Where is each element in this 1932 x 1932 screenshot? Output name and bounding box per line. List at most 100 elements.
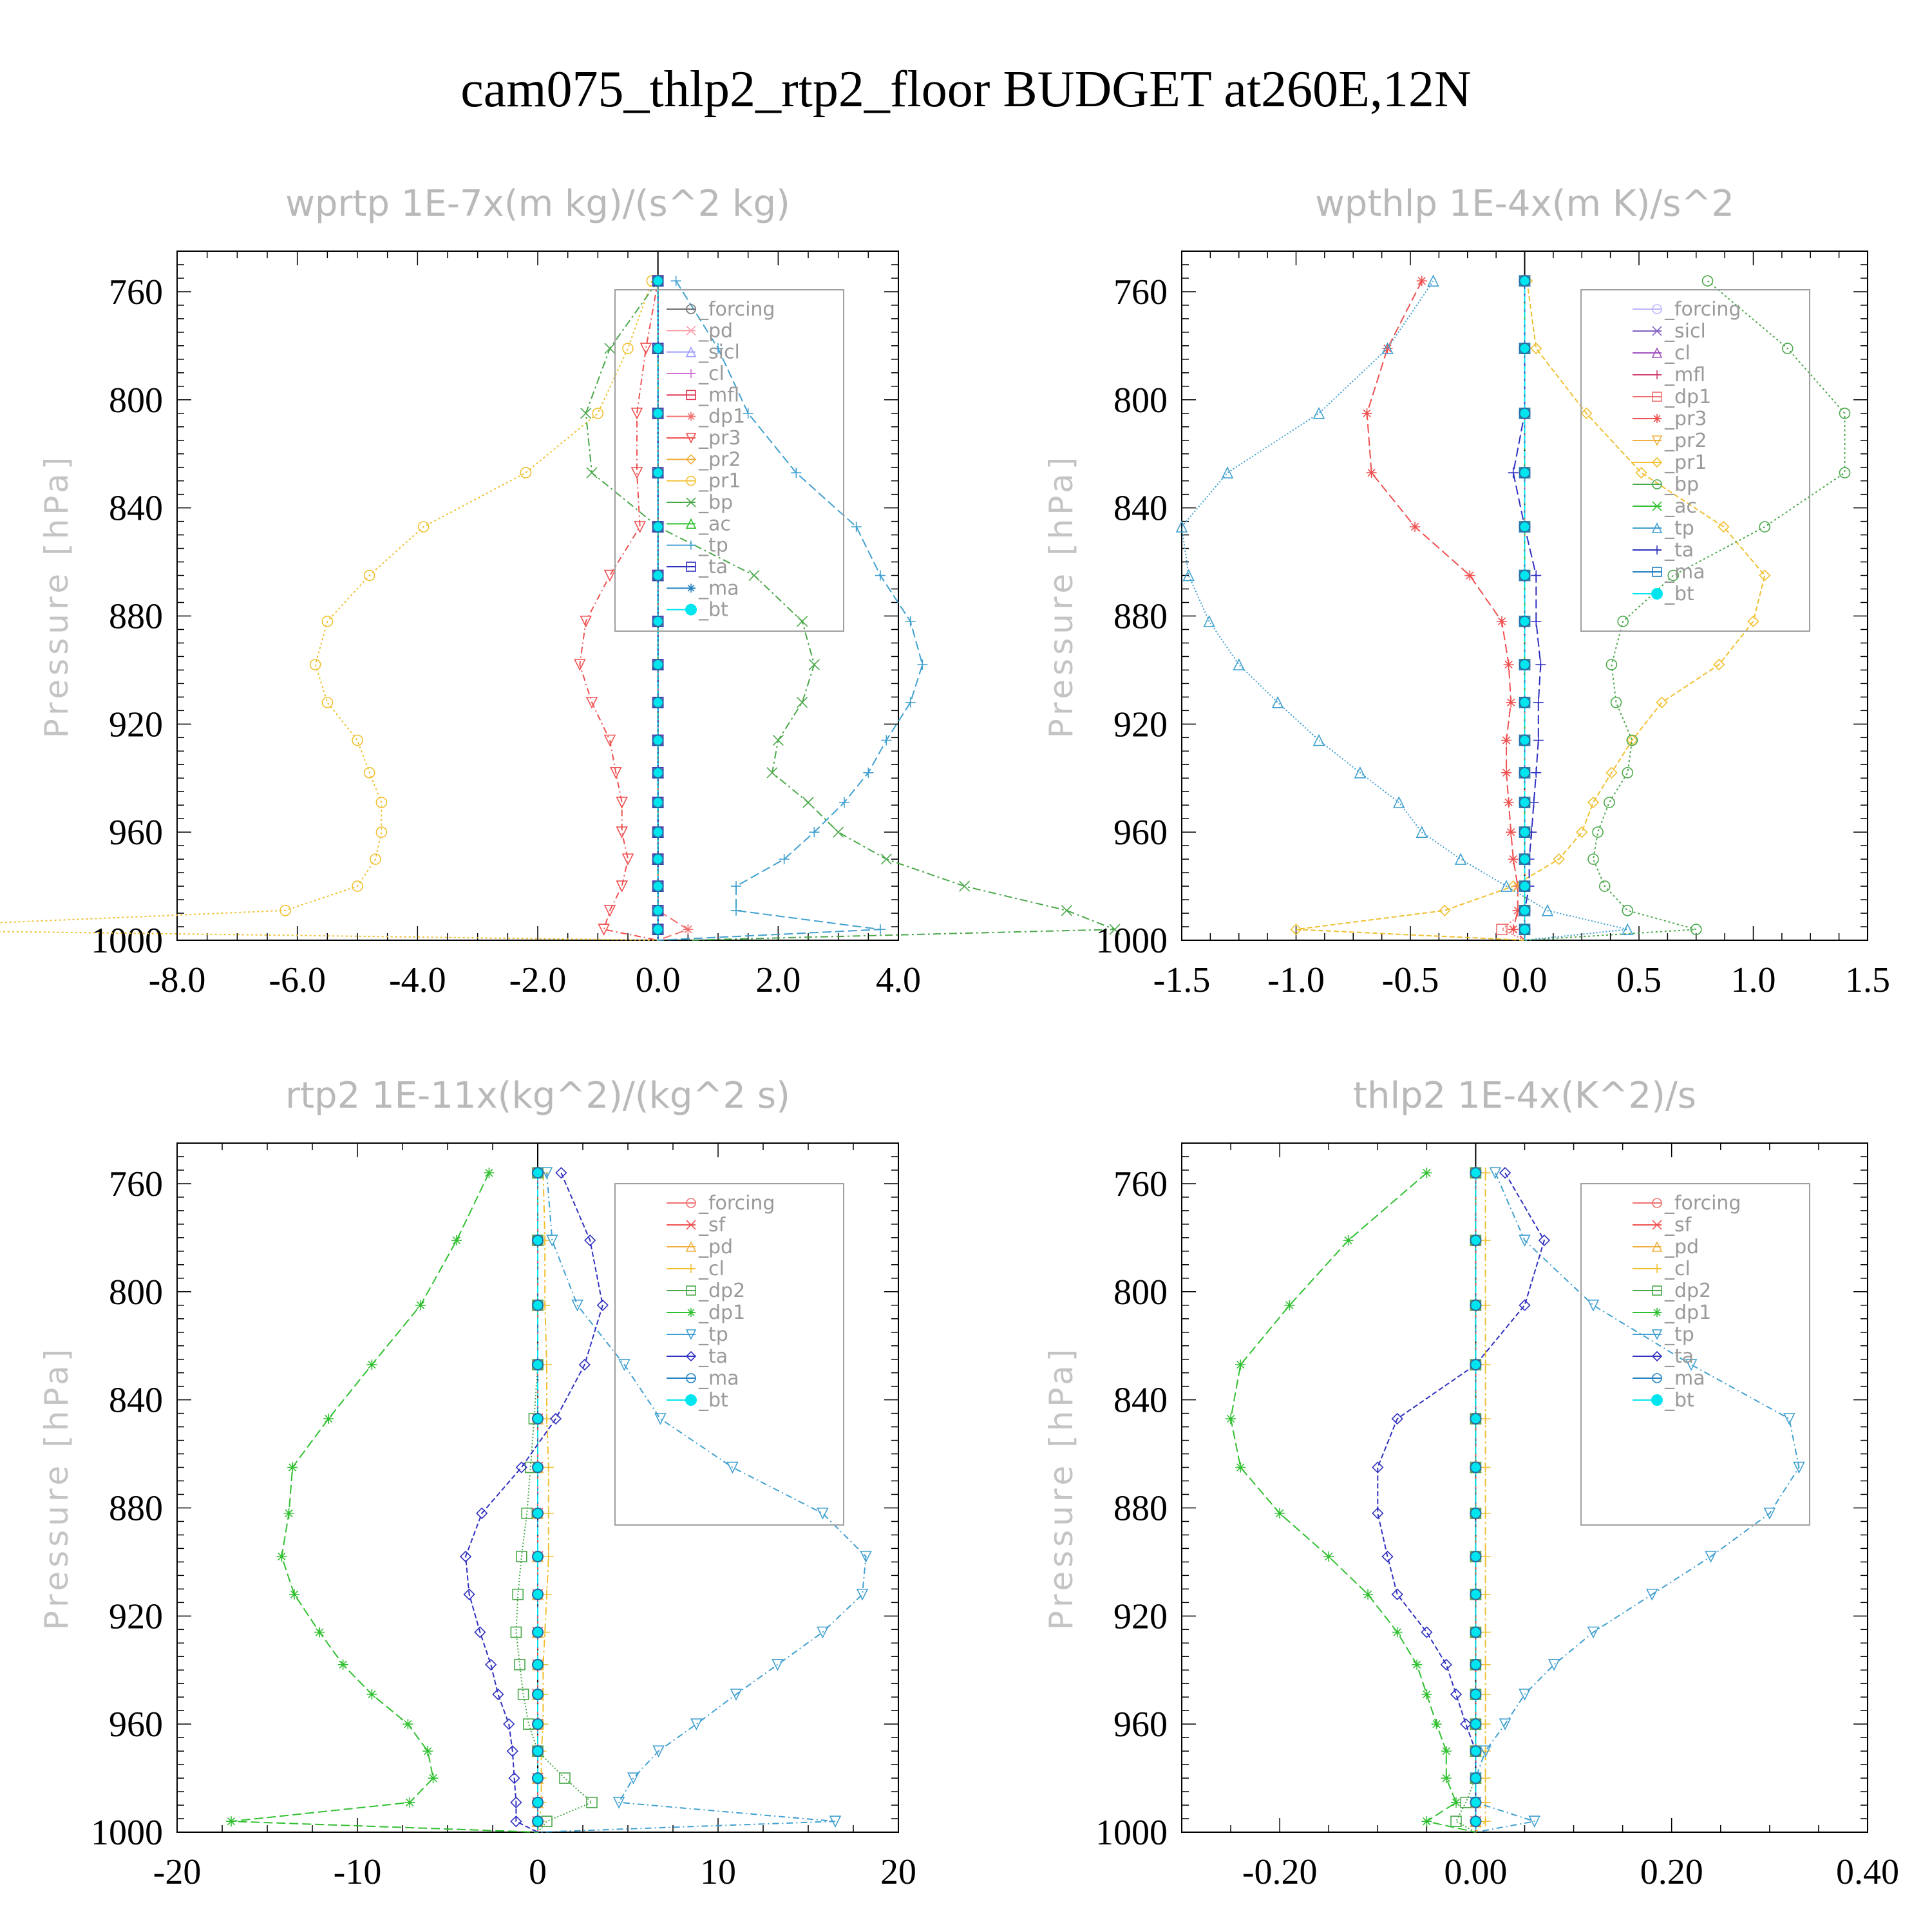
point-marker <box>404 1797 415 1808</box>
legend-label: _ta <box>1664 1345 1694 1368</box>
point-marker <box>687 583 696 593</box>
series-bp <box>580 275 1121 941</box>
legend-item: _forcing <box>1633 298 1741 321</box>
point-marker <box>375 826 388 838</box>
point-marker <box>905 697 916 708</box>
legend-label: _mfl <box>1664 364 1705 386</box>
point-marker <box>1519 569 1531 582</box>
legend-item: _tp <box>1633 517 1694 540</box>
point-marker <box>586 467 598 478</box>
y-tick-label: 800 <box>1113 381 1168 421</box>
point-marker <box>415 1300 426 1311</box>
x-tick-label: -2.0 <box>509 960 567 1000</box>
point-marker <box>366 1689 377 1700</box>
point-marker <box>726 1461 739 1474</box>
point-marker <box>1652 567 1662 577</box>
legend-item: _pr3 <box>667 427 741 450</box>
legend-item: _pr2 <box>1633 430 1707 452</box>
point-marker <box>1235 1359 1246 1370</box>
point-marker <box>1652 304 1662 314</box>
point-marker <box>634 521 646 533</box>
point-marker <box>1480 1359 1491 1370</box>
point-marker <box>1480 1414 1491 1424</box>
point-marker <box>1391 1588 1403 1600</box>
point-marker <box>1470 1235 1482 1247</box>
legend-item: _dp1 <box>667 406 745 428</box>
point-marker <box>1656 696 1668 708</box>
point-marker <box>1508 468 1519 478</box>
point-marker <box>1519 659 1531 670</box>
y-tick-label: 840 <box>109 489 163 529</box>
point-marker <box>559 1772 571 1784</box>
point-marker <box>686 475 696 486</box>
point-marker <box>1441 1746 1452 1757</box>
legend-label: _pd <box>698 319 733 342</box>
legend: _forcing_sicl_cl_mfl_dp1_pr3_pr2_pr1_bp_… <box>1580 289 1810 632</box>
legend-label: _dp1 <box>1664 386 1711 408</box>
series-pr3 <box>1361 276 1526 941</box>
point-marker <box>1381 1550 1394 1563</box>
point-marker <box>279 905 291 916</box>
point-marker <box>687 412 696 421</box>
x-tick-label: -1.5 <box>1153 960 1211 1000</box>
point-marker <box>1312 734 1325 746</box>
legend-item: _sicl <box>667 341 740 364</box>
point-marker <box>1645 1588 1658 1601</box>
point-marker <box>592 407 604 419</box>
series-dp1 <box>226 1168 538 1833</box>
point-marker <box>686 304 696 314</box>
point-marker <box>1454 853 1467 865</box>
point-marker <box>686 1198 696 1208</box>
point-marker <box>1501 735 1512 746</box>
point-marker <box>1576 826 1588 838</box>
legend-item: _bt <box>1633 1389 1694 1412</box>
point-marker <box>1416 276 1427 287</box>
legend-item: _pr3 <box>1633 408 1707 430</box>
point-marker <box>1441 1773 1452 1784</box>
point-marker <box>685 433 697 444</box>
point-marker <box>459 1550 472 1563</box>
point-marker <box>476 1507 488 1519</box>
point-marker <box>555 1167 567 1179</box>
point-marker <box>687 540 696 550</box>
legend-item: _ta <box>667 556 728 578</box>
legend-box <box>614 289 844 632</box>
point-marker <box>1061 905 1072 916</box>
point-marker <box>283 1508 294 1519</box>
legend-item: _pd <box>667 1236 733 1258</box>
point-marker <box>1235 1462 1246 1473</box>
series-ta <box>1372 1167 1551 1832</box>
x-tick-label: 0.00 <box>1444 1852 1507 1892</box>
legend-label: _tp <box>698 1323 728 1346</box>
x-tick-label: 0.0 <box>1502 960 1548 1000</box>
point-marker <box>323 1414 334 1424</box>
legend-label: _pr1 <box>1664 451 1707 474</box>
point-marker <box>743 408 753 419</box>
series-line <box>0 280 658 941</box>
point-marker <box>851 522 862 532</box>
point-marker <box>652 569 664 582</box>
plot-frame <box>176 251 899 941</box>
point-marker <box>604 343 616 354</box>
legend-label: _cl <box>1664 342 1690 365</box>
point-marker <box>1783 1413 1795 1425</box>
point-marker <box>1553 853 1565 866</box>
point-marker <box>1363 1589 1374 1600</box>
point-marker <box>817 1626 829 1639</box>
y-tick-label: 800 <box>109 381 163 421</box>
point-marker <box>485 1658 497 1671</box>
chart-panel-1: wprtp 1E-7x(m kg)/(s^2 kg) Pressure [hPa]… <box>0 183 1121 1000</box>
point-marker <box>1541 904 1554 916</box>
series-line <box>1455 1173 1477 1833</box>
x-tick-label: 4.0 <box>876 960 921 1000</box>
y-tick-label: 880 <box>1113 1488 1168 1528</box>
point-marker <box>1470 1461 1482 1473</box>
point-marker <box>690 1718 703 1730</box>
legend-item: _forcing <box>667 298 775 321</box>
point-marker <box>670 276 681 287</box>
point-marker <box>1519 1299 1531 1311</box>
y-tick-label: 920 <box>109 705 163 744</box>
point-marker <box>616 797 628 809</box>
x-tick-label: -6.0 <box>269 960 326 1000</box>
